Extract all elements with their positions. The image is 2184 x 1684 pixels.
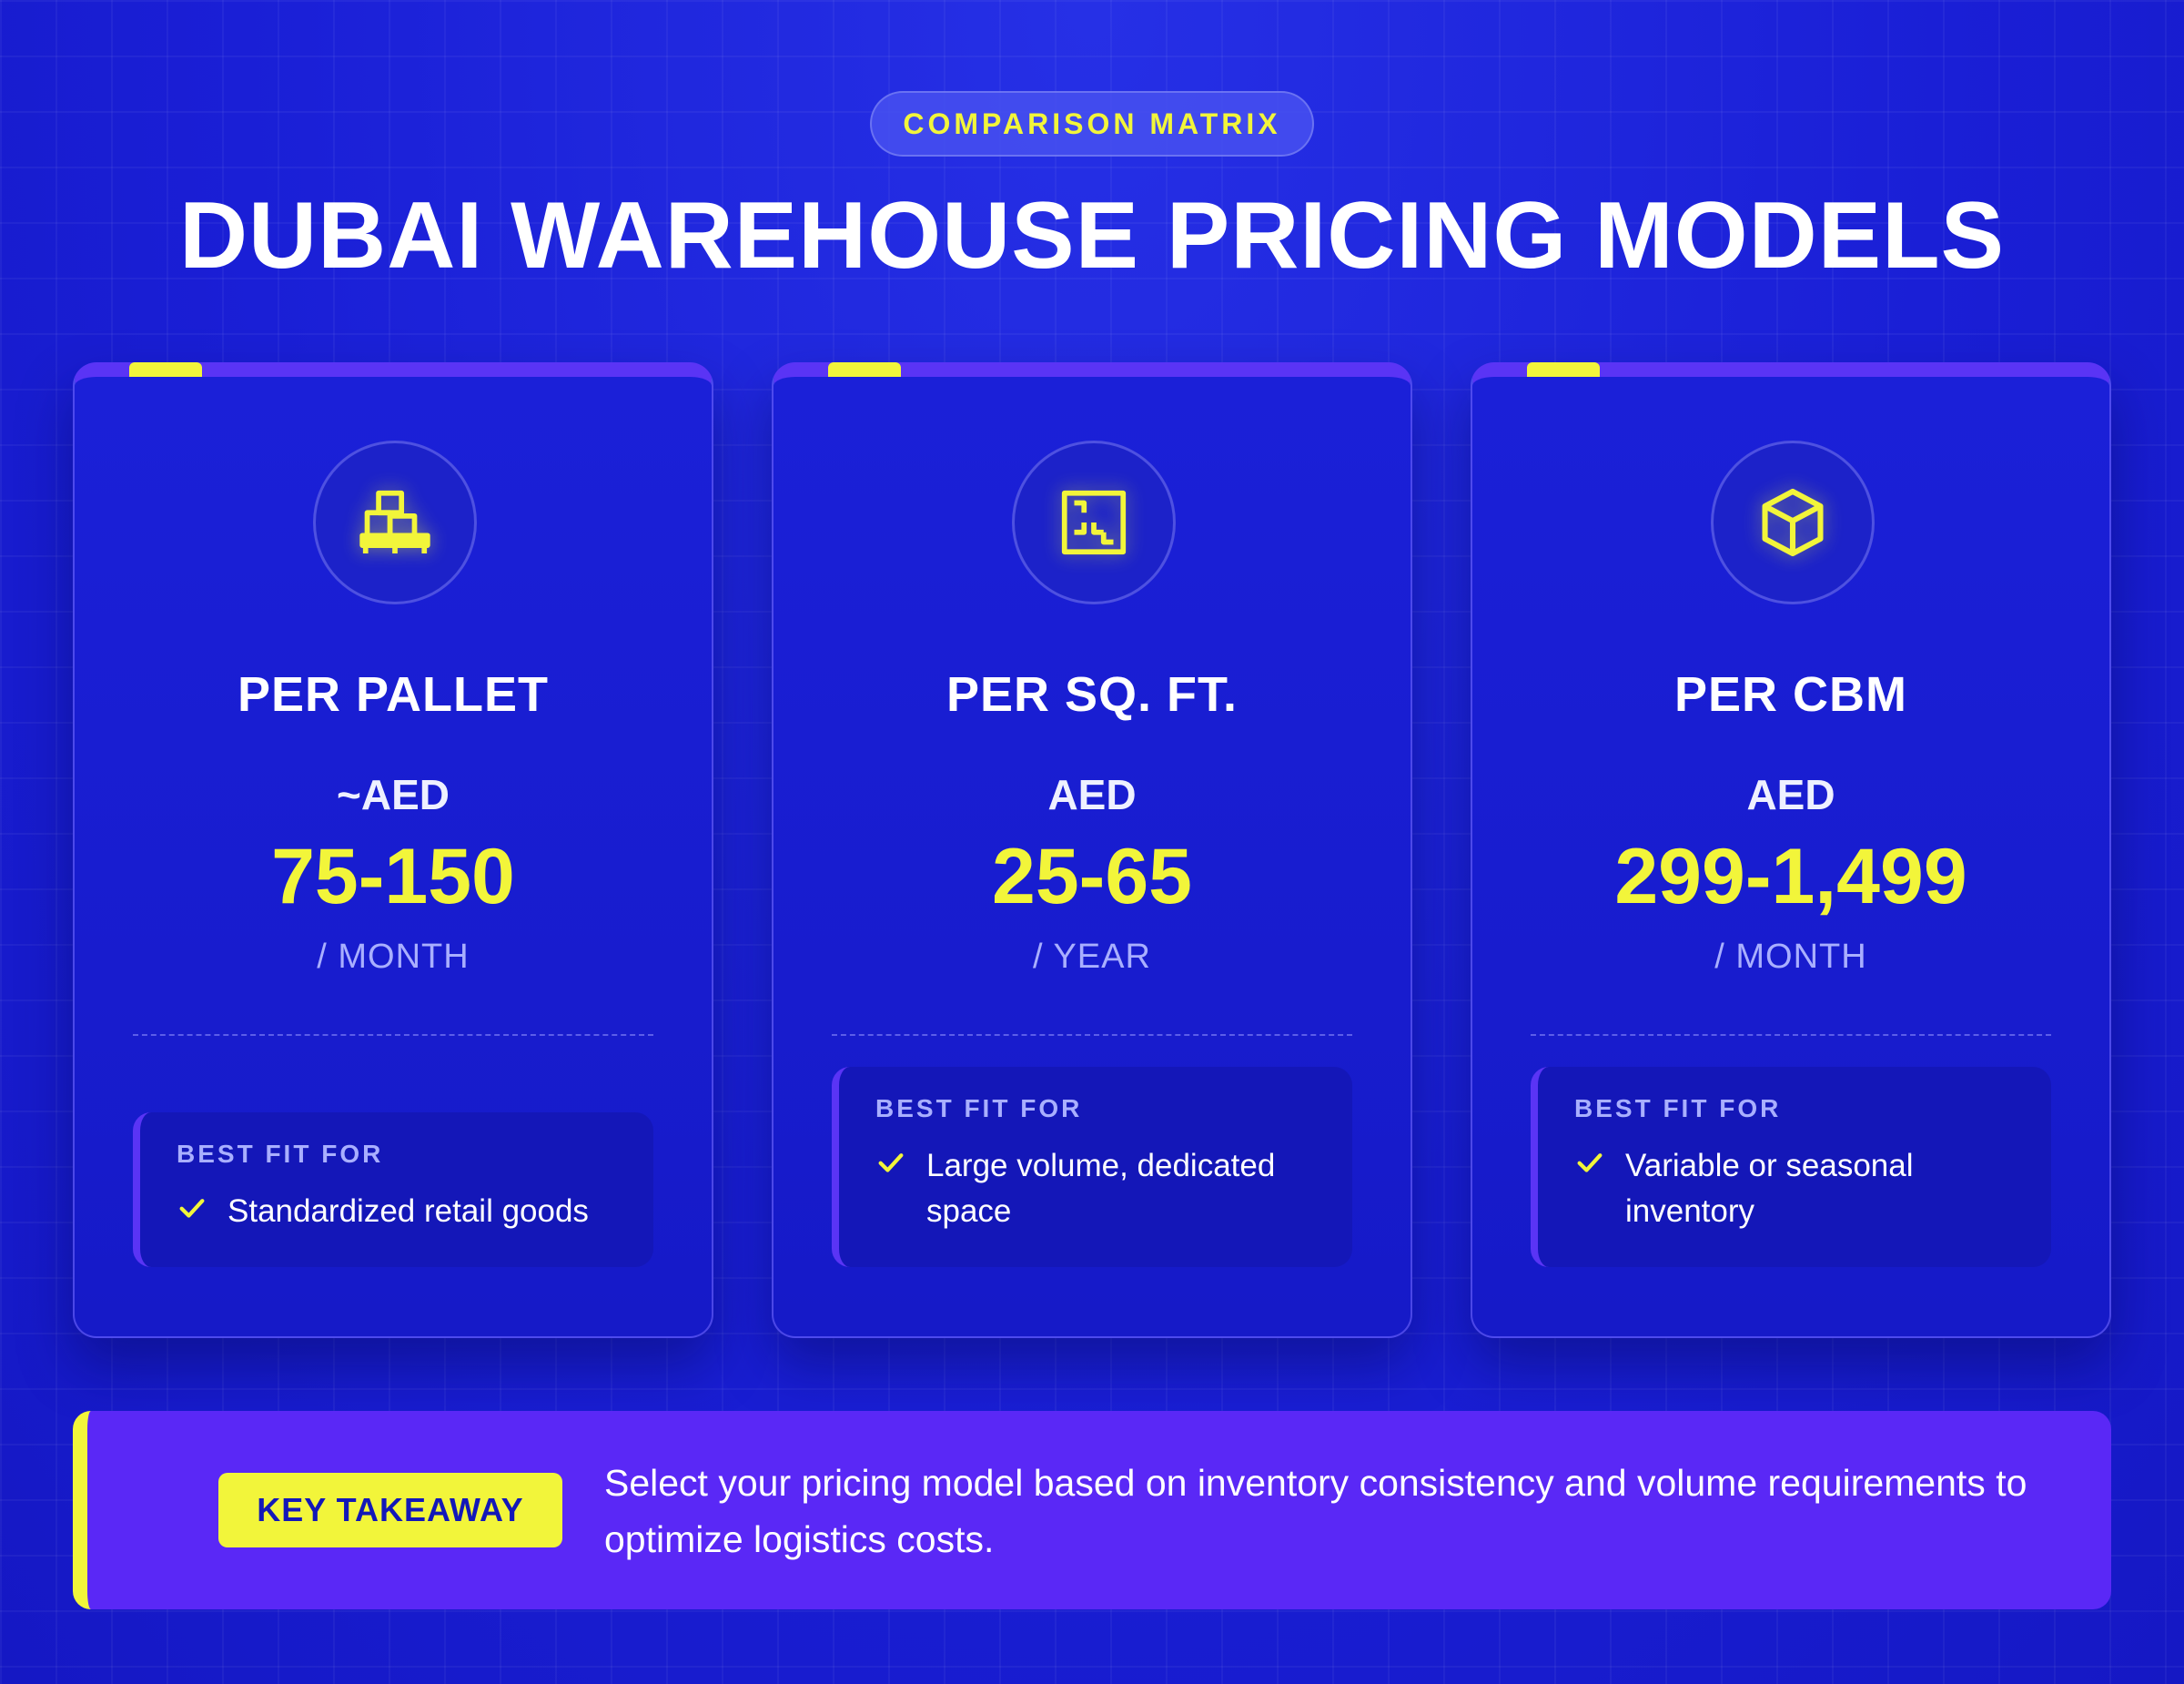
best-fit-label: BEST FIT FOR bbox=[177, 1140, 384, 1168]
page-title: DUBAI WAREHOUSE PRICING MODELS bbox=[178, 183, 2006, 289]
price-currency: AED bbox=[1047, 771, 1137, 818]
best-fit-item: Standardized retail goods bbox=[177, 1189, 617, 1234]
check-icon bbox=[1577, 1153, 1603, 1172]
key-takeaway-text: Select your pricing model based on inven… bbox=[604, 1462, 2027, 1560]
best-fit-box: BEST FIT FOR Variable or seasonal invent… bbox=[1531, 1067, 2051, 1267]
best-fit-item: Large volume, dedicated space bbox=[875, 1143, 1316, 1234]
icon-badge bbox=[1711, 441, 1875, 604]
card-title: PER SQ. FT. bbox=[945, 667, 1239, 722]
best-fit-box: BEST FIT FOR Standardized retail goods bbox=[133, 1112, 653, 1267]
icon-badge bbox=[1012, 441, 1176, 604]
best-fit-label: BEST FIT FOR bbox=[875, 1094, 1083, 1122]
pallet-boxes-icon bbox=[359, 490, 430, 554]
dashed-divider bbox=[133, 1034, 653, 1036]
card-accent-tab bbox=[828, 362, 901, 377]
dashed-divider bbox=[832, 1034, 1352, 1036]
best-fit-text: Variable or seasonal inventory bbox=[1625, 1148, 1914, 1229]
card-accent-tab bbox=[129, 362, 202, 377]
price-range: 299-1,499 bbox=[1614, 833, 1967, 920]
section-badge: COMPARISON MATRIX bbox=[870, 91, 1314, 157]
card-accent-tab bbox=[1527, 362, 1600, 377]
card-title: PER CBM bbox=[1673, 667, 1907, 722]
check-icon bbox=[179, 1199, 205, 1218]
price-currency: ~AED bbox=[337, 771, 450, 818]
card-title: PER PALLET bbox=[237, 667, 549, 722]
price-period: / YEAR bbox=[1033, 938, 1151, 976]
price-range: 25-65 bbox=[992, 833, 1192, 920]
best-fit-item: Variable or seasonal inventory bbox=[1574, 1143, 2015, 1234]
best-fit-box: BEST FIT FOR Large volume, dedicated spa… bbox=[832, 1067, 1352, 1267]
pricing-card-per-pallet: PER PALLET ~AED 75-150 / MONTH BEST FIT … bbox=[73, 362, 713, 1338]
icon-badge bbox=[313, 441, 477, 604]
check-icon bbox=[878, 1153, 904, 1172]
key-takeaway-label: KEY TAKEAWAY bbox=[218, 1473, 562, 1547]
best-fit-label: BEST FIT FOR bbox=[1574, 1094, 1782, 1122]
price-period: / MONTH bbox=[1714, 938, 1867, 976]
price-currency: AED bbox=[1746, 771, 1835, 818]
pricing-card-per-cbm: PER CBM AED 299-1,499 / MONTH BEST FIT F… bbox=[1471, 362, 2111, 1338]
dashed-divider bbox=[1531, 1034, 2051, 1036]
best-fit-text: Standardized retail goods bbox=[228, 1193, 589, 1229]
floor-plan-icon bbox=[1061, 490, 1127, 555]
cube-icon bbox=[1762, 488, 1824, 557]
price-period: / MONTH bbox=[317, 938, 470, 976]
price-range: 75-150 bbox=[271, 833, 515, 920]
best-fit-text: Large volume, dedicated space bbox=[926, 1148, 1276, 1229]
key-takeaway-banner: KEY TAKEAWAY Select your pricing model b… bbox=[73, 1411, 2111, 1609]
pricing-card-per-sq-ft: PER SQ. FT. AED 25-65 / YEAR BEST FIT FO… bbox=[772, 362, 1412, 1338]
